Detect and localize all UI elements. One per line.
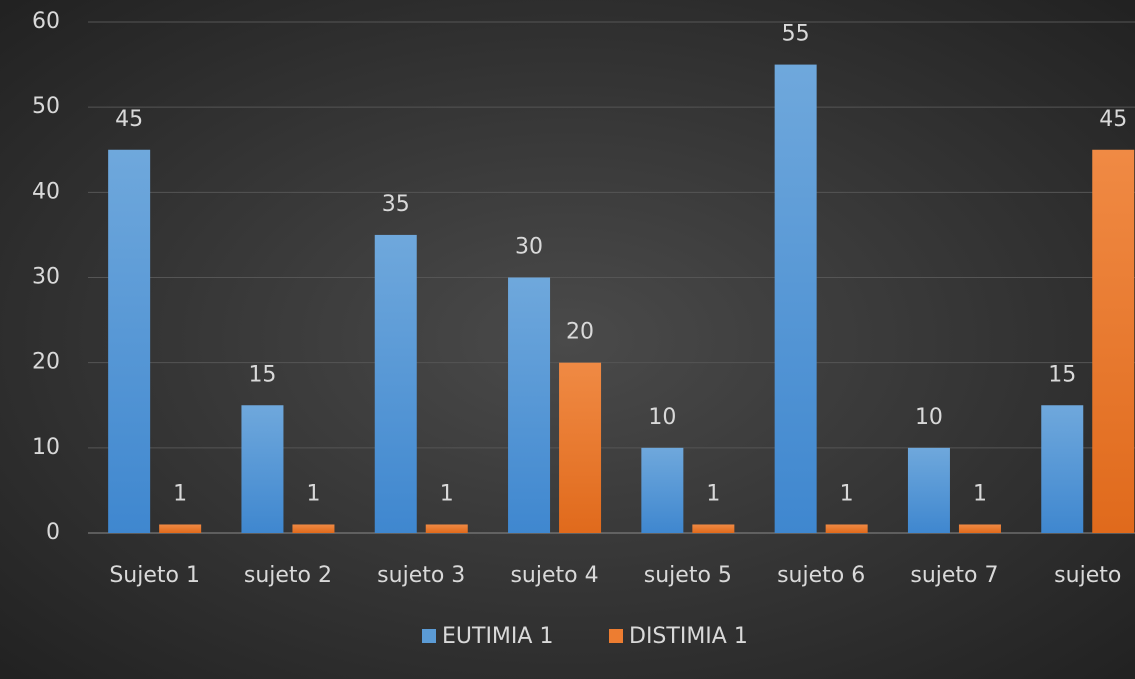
bar <box>825 524 868 533</box>
bar <box>1041 405 1084 533</box>
data-label: 30 <box>515 235 543 260</box>
data-label: 1 <box>840 481 854 506</box>
x-tick-label: sujeto <box>1054 563 1121 588</box>
data-label: 55 <box>782 22 810 47</box>
y-tick-label: 60 <box>32 9 60 34</box>
bar <box>641 447 684 533</box>
bar <box>108 149 151 533</box>
bar <box>425 524 468 533</box>
data-label: 45 <box>1099 107 1127 132</box>
x-tick-label: sujeto 2 <box>244 563 332 588</box>
data-label: 1 <box>173 481 187 506</box>
data-label: 1 <box>973 481 987 506</box>
bar <box>692 524 735 533</box>
bar <box>241 405 284 533</box>
bar <box>292 524 335 533</box>
y-tick-label: 30 <box>32 265 60 290</box>
y-tick-label: 20 <box>32 350 60 375</box>
bar <box>374 234 417 533</box>
data-label: 35 <box>382 192 410 217</box>
x-tick-label: sujeto 3 <box>377 563 465 588</box>
data-label: 1 <box>440 481 454 506</box>
legend-swatch <box>609 629 623 643</box>
y-tick-label: 40 <box>32 179 60 204</box>
data-label: 15 <box>1048 362 1076 387</box>
legend-swatch <box>422 629 436 643</box>
bar <box>508 277 551 533</box>
y-tick-label: 0 <box>46 520 60 545</box>
data-label: 45 <box>115 107 143 132</box>
bar <box>907 447 950 533</box>
x-tick-label: sujeto 6 <box>777 563 865 588</box>
legend-label: EUTIMIA 1 <box>442 624 553 649</box>
data-label: 1 <box>706 481 720 506</box>
y-tick-label: 50 <box>32 94 60 119</box>
data-label: 15 <box>248 362 276 387</box>
bar <box>1092 149 1135 533</box>
data-label: 10 <box>648 405 676 430</box>
x-tick-label: sujeto 7 <box>910 563 998 588</box>
bar <box>159 524 202 533</box>
x-tick-label: Sujeto 1 <box>109 563 200 588</box>
x-tick-label: sujeto 5 <box>644 563 732 588</box>
bar <box>774 64 817 533</box>
x-tick-label: sujeto 4 <box>510 563 598 588</box>
data-label: 1 <box>306 481 320 506</box>
bar <box>958 524 1001 533</box>
bar <box>559 362 602 533</box>
legend-label: DISTIMIA 1 <box>629 624 748 649</box>
data-label: 20 <box>566 320 594 345</box>
data-label: 10 <box>915 405 943 430</box>
y-tick-label: 10 <box>32 435 60 460</box>
